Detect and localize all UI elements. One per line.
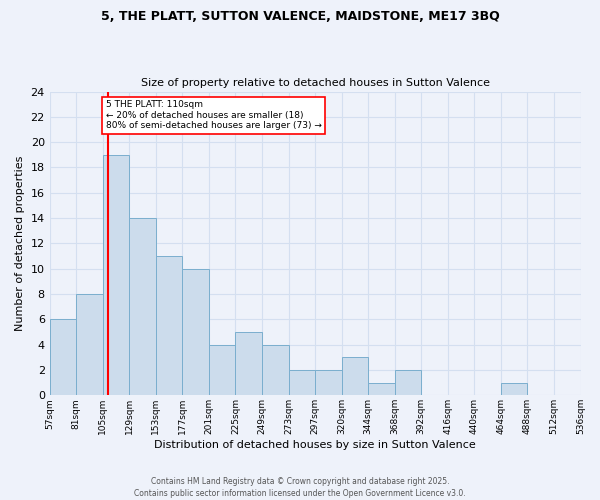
Bar (262, 344, 289, 396)
Bar (501, 382, 527, 396)
Text: 5 THE PLATT: 110sqm
← 20% of detached houses are smaller (18)
80% of semi-detach: 5 THE PLATT: 110sqm ← 20% of detached ho… (106, 100, 322, 130)
Bar (76, 294, 103, 396)
Bar (368, 382, 395, 396)
Y-axis label: Number of detached properties: Number of detached properties (15, 156, 25, 331)
Bar (103, 155, 129, 396)
Bar (182, 268, 209, 396)
Bar (50, 320, 76, 396)
Bar (209, 344, 235, 396)
Title: Size of property relative to detached houses in Sutton Valence: Size of property relative to detached ho… (140, 78, 490, 88)
Bar (395, 370, 421, 396)
Bar (341, 358, 368, 396)
Bar (156, 256, 182, 396)
Bar (235, 332, 262, 396)
Bar (129, 218, 156, 396)
X-axis label: Distribution of detached houses by size in Sutton Valence: Distribution of detached houses by size … (154, 440, 476, 450)
Bar (289, 370, 315, 396)
Bar (315, 370, 341, 396)
Text: 5, THE PLATT, SUTTON VALENCE, MAIDSTONE, ME17 3BQ: 5, THE PLATT, SUTTON VALENCE, MAIDSTONE,… (101, 10, 499, 23)
Text: Contains HM Land Registry data © Crown copyright and database right 2025.
Contai: Contains HM Land Registry data © Crown c… (134, 476, 466, 498)
